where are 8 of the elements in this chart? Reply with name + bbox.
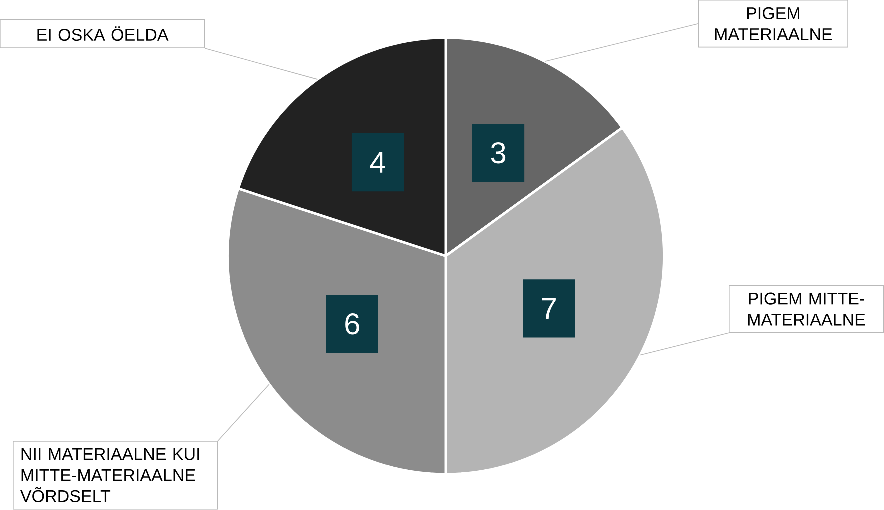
slice-label: NII MATERIAALNE KUI MITTE-MATERIAALNE VÕRDSELT <box>20 448 200 503</box>
data-label: 4 <box>370 152 386 173</box>
data-label: 7 <box>542 298 556 320</box>
slice-label: PIGEM MITTE-MATERIAALNE <box>748 292 866 326</box>
data-label: 6 <box>346 314 360 335</box>
slice-label: PIGEM MATERIAALNE <box>715 7 832 40</box>
slice-label: EI OSKA ÖELDA <box>38 26 169 42</box>
data-label: 3 <box>491 142 506 164</box>
